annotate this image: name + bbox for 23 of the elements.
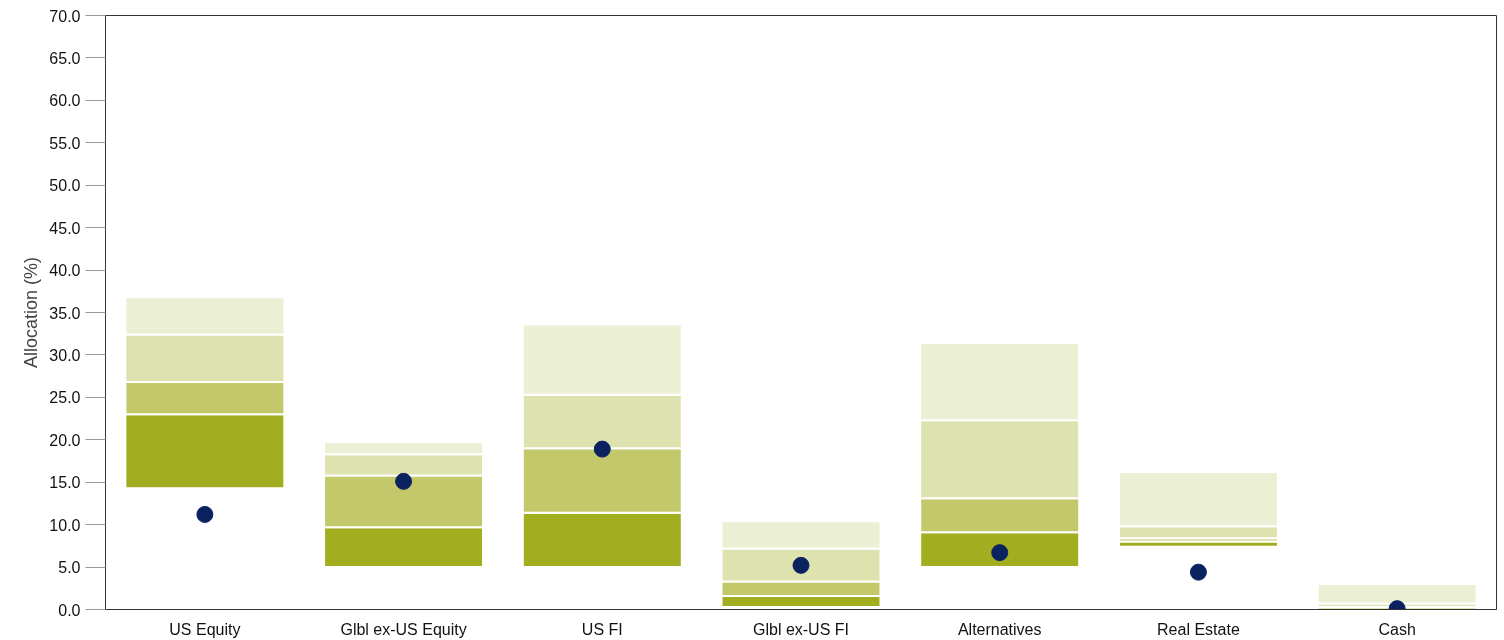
x-tick-label: Glbl ex-US FI bbox=[752, 620, 850, 638]
y-tick-label: 65.0 bbox=[49, 49, 81, 67]
y-tick-label: 45.0 bbox=[49, 219, 81, 237]
x-tick-label: Real Estate bbox=[1157, 620, 1240, 638]
y-tick-label: 5.0 bbox=[58, 559, 81, 577]
y-axis-title: Allocation (%) bbox=[21, 256, 42, 369]
y-tick-label: 55.0 bbox=[49, 134, 81, 152]
y-tick-label: 35.0 bbox=[49, 304, 81, 322]
y-tick-label: 60.0 bbox=[49, 92, 81, 110]
x-tick-label: Alternatives bbox=[957, 620, 1042, 638]
y-tick-label: 25.0 bbox=[49, 389, 81, 407]
y-tick-label: 20.0 bbox=[49, 431, 81, 449]
y-tick-label: 15.0 bbox=[49, 474, 81, 492]
y-tick-label: 70.0 bbox=[49, 7, 81, 25]
x-tick-label: US FI bbox=[581, 620, 623, 638]
y-tick-label: 10.0 bbox=[49, 516, 81, 534]
y-tick-label: 40.0 bbox=[49, 262, 81, 280]
x-tick-label: Glbl ex-US Equity bbox=[340, 620, 467, 638]
x-tick-label: Cash bbox=[1378, 620, 1416, 638]
y-tick-label: 50.0 bbox=[49, 177, 81, 195]
y-tick-label: 30.0 bbox=[49, 346, 81, 364]
x-tick-label: US Equity bbox=[169, 620, 241, 638]
y-tick-label: 0.0 bbox=[58, 601, 81, 619]
